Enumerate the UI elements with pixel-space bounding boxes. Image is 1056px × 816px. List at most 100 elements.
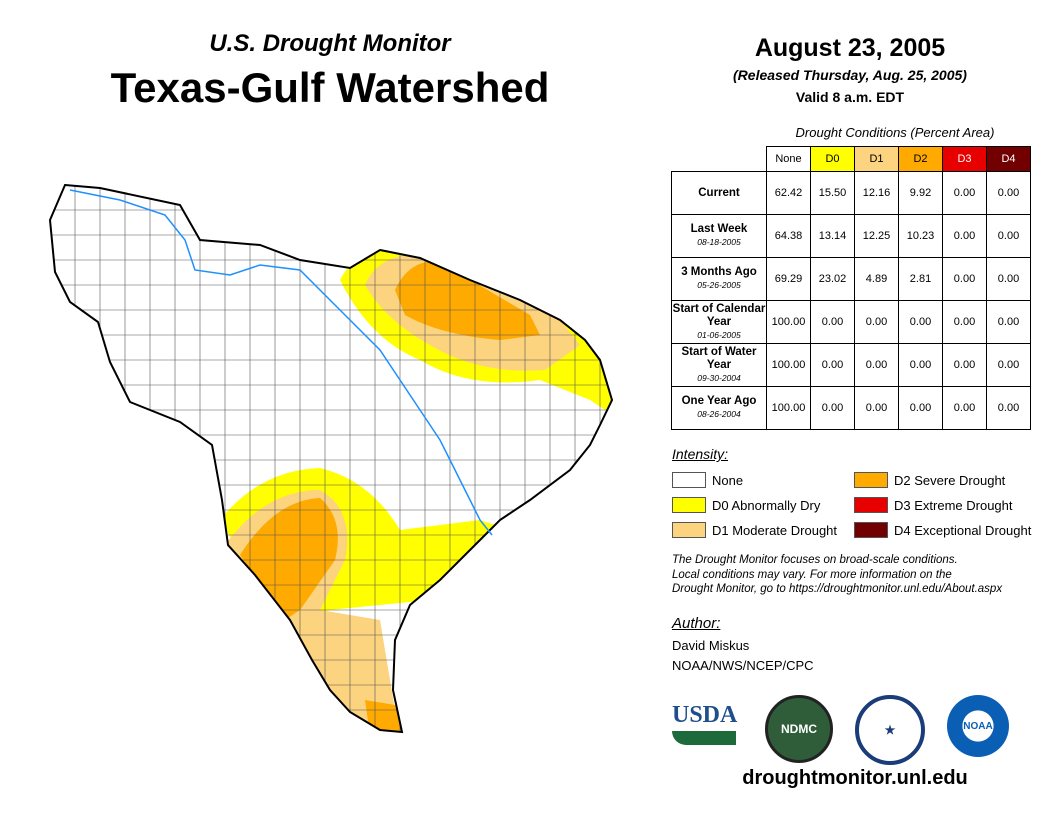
valid-time: Valid 8 a.m. EDT bbox=[795, 89, 905, 105]
value-cell: 12.25 bbox=[854, 214, 899, 258]
col-d1: D1 bbox=[854, 146, 899, 172]
row-label: 3 Months Ago 05-26-2005 bbox=[671, 257, 767, 301]
release-date: (Released Thursday, Aug. 25, 2005) bbox=[733, 67, 967, 83]
commerce-seal-icon: ★ bbox=[855, 695, 925, 765]
legend-item: D1 Moderate Drought bbox=[672, 522, 837, 538]
author-title: Author: bbox=[672, 615, 721, 632]
legend-swatch bbox=[672, 472, 706, 488]
col-d4: D4 bbox=[986, 146, 1031, 172]
value-cell: 0.00 bbox=[898, 386, 943, 430]
table-row: Start of Calendar Year 01-06-2005 100.00 0.… bbox=[671, 300, 1031, 344]
value-cell: 0.00 bbox=[942, 343, 987, 387]
usda-logo: USDA bbox=[672, 702, 737, 748]
value-cell: 15.50 bbox=[810, 171, 855, 215]
value-cell: 9.92 bbox=[898, 171, 943, 215]
row-label-text: 3 Months Ago bbox=[681, 266, 757, 278]
value-cell: 0.00 bbox=[898, 300, 943, 344]
table-row: Start of Water Year 09-30-2004 100.00 0.00 0… bbox=[671, 343, 1031, 387]
value-cell: 100.00 bbox=[766, 343, 811, 387]
ndmc-logo: NDMC bbox=[765, 695, 833, 763]
noaa-logo: NOAA bbox=[947, 695, 1009, 757]
row-date: 09-30-2004 bbox=[697, 372, 741, 383]
legend-swatch bbox=[672, 497, 706, 513]
value-cell: 2.81 bbox=[898, 257, 943, 301]
row-label: One Year Ago 08-26-2004 bbox=[671, 386, 767, 430]
table-header-row: None D0 D1 D2 D3 D4 bbox=[672, 146, 1031, 172]
row-label-text: Current bbox=[698, 186, 740, 199]
legend-item: D3 Extreme Drought bbox=[854, 497, 1013, 513]
value-cell: 0.00 bbox=[986, 386, 1031, 430]
row-label-text: Last Week bbox=[690, 223, 748, 235]
value-cell: 0.00 bbox=[942, 386, 987, 430]
value-cell: 13.14 bbox=[810, 214, 855, 258]
table-row: Current 62.42 15.50 12.16 9.92 0.00 0.00 bbox=[671, 171, 1031, 215]
disclaimer-note: The Drought Monitor focuses on broad-sca… bbox=[672, 553, 1042, 597]
row-label-text: One Year Ago bbox=[681, 395, 757, 407]
legend-label: D3 Extreme Drought bbox=[894, 497, 1013, 513]
table-row: 3 Months Ago 05-26-2005 69.29 23.02 4.89 2.81… bbox=[671, 257, 1031, 301]
d2-region-south bbox=[240, 498, 338, 620]
legend-label: None bbox=[712, 472, 744, 488]
value-cell: 0.00 bbox=[898, 343, 943, 387]
value-cell: 0.00 bbox=[942, 214, 987, 258]
value-cell: 0.00 bbox=[986, 171, 1031, 215]
value-cell: 0.00 bbox=[810, 386, 855, 430]
legend-swatch bbox=[854, 522, 888, 538]
table-row: One Year Ago 08-26-2004 100.00 0.00 0.00 0.00… bbox=[671, 386, 1031, 430]
table-row: Last Week 08-18-2005 64.38 13.14 12.25 10.23 0… bbox=[671, 214, 1031, 258]
value-cell: 0.00 bbox=[942, 171, 987, 215]
value-cell: 0.00 bbox=[810, 300, 855, 344]
value-cell: 12.16 bbox=[854, 171, 899, 215]
value-cell: 0.00 bbox=[854, 300, 899, 344]
value-cell: 0.00 bbox=[810, 343, 855, 387]
author-name: David Miskus bbox=[672, 638, 750, 653]
row-label-text: Start of Calendar Year bbox=[672, 302, 766, 328]
row-label: Start of Calendar Year 01-06-2005 bbox=[671, 300, 767, 344]
col-d2: D2 bbox=[898, 146, 943, 172]
legend-label: D0 Abnormally Dry bbox=[712, 497, 821, 513]
legend-title: Intensity: bbox=[672, 446, 729, 462]
legend-label: D2 Severe Drought bbox=[894, 472, 1006, 488]
legend-item: D0 Abnormally Dry bbox=[672, 497, 820, 513]
value-cell: 0.00 bbox=[986, 214, 1031, 258]
value-cell: 0.00 bbox=[854, 386, 899, 430]
value-cell: 100.00 bbox=[766, 300, 811, 344]
table-caption: Drought Conditions (Percent Area) bbox=[795, 125, 995, 140]
row-label: Start of Water Year 09-30-2004 bbox=[671, 343, 767, 387]
row-date: 05-26-2005 bbox=[697, 280, 741, 290]
row-date: 01-06-2005 bbox=[697, 329, 741, 340]
note-line: Local conditions may vary. For more info… bbox=[672, 568, 952, 581]
row-label: Last Week 08-18-2005 bbox=[671, 214, 767, 258]
row-label-text: Start of Water Year bbox=[681, 345, 757, 371]
watershed-map bbox=[49, 184, 613, 733]
value-cell: 0.00 bbox=[986, 257, 1031, 301]
row-date: 08-26-2004 bbox=[697, 409, 741, 419]
map-date: August 23, 2005 bbox=[754, 34, 946, 62]
legend-item: D2 Severe Drought bbox=[854, 472, 1005, 488]
legend-swatch bbox=[672, 522, 706, 538]
col-d3: D3 bbox=[942, 146, 987, 172]
legend-swatch bbox=[854, 497, 888, 513]
row-label: Current bbox=[671, 171, 767, 215]
map-subtitle: U.S. Drought Monitor bbox=[209, 30, 451, 57]
legend-label: D4 Exceptional Drought bbox=[894, 522, 1032, 538]
value-cell: 62.42 bbox=[766, 171, 811, 215]
drought-conditions-table: None D0 D1 D2 D3 D4 Current 62.42 15.50 12.… bbox=[671, 146, 1031, 430]
map-title: Texas-Gulf Watershed bbox=[110, 64, 550, 111]
website-link[interactable]: droughtmonitor.unl.edu bbox=[742, 767, 968, 789]
legend-item: None bbox=[672, 472, 743, 488]
value-cell: 0.00 bbox=[854, 343, 899, 387]
value-cell: 23.02 bbox=[810, 257, 855, 301]
value-cell: 4.89 bbox=[854, 257, 899, 301]
d2-region-northeast bbox=[395, 261, 540, 340]
legend-label: D1 Moderate Drought bbox=[712, 522, 838, 538]
river-line bbox=[69, 189, 493, 536]
value-cell: 0.00 bbox=[942, 300, 987, 344]
value-cell: 100.00 bbox=[766, 386, 811, 430]
note-line: The Drought Monitor focuses on broad-sca… bbox=[672, 554, 958, 566]
note-line: Drought Monitor, go to https://droughtmo… bbox=[672, 583, 1003, 595]
value-cell: 10.23 bbox=[898, 214, 943, 258]
col-none: None bbox=[766, 146, 811, 172]
col-d0: D0 bbox=[810, 146, 855, 172]
